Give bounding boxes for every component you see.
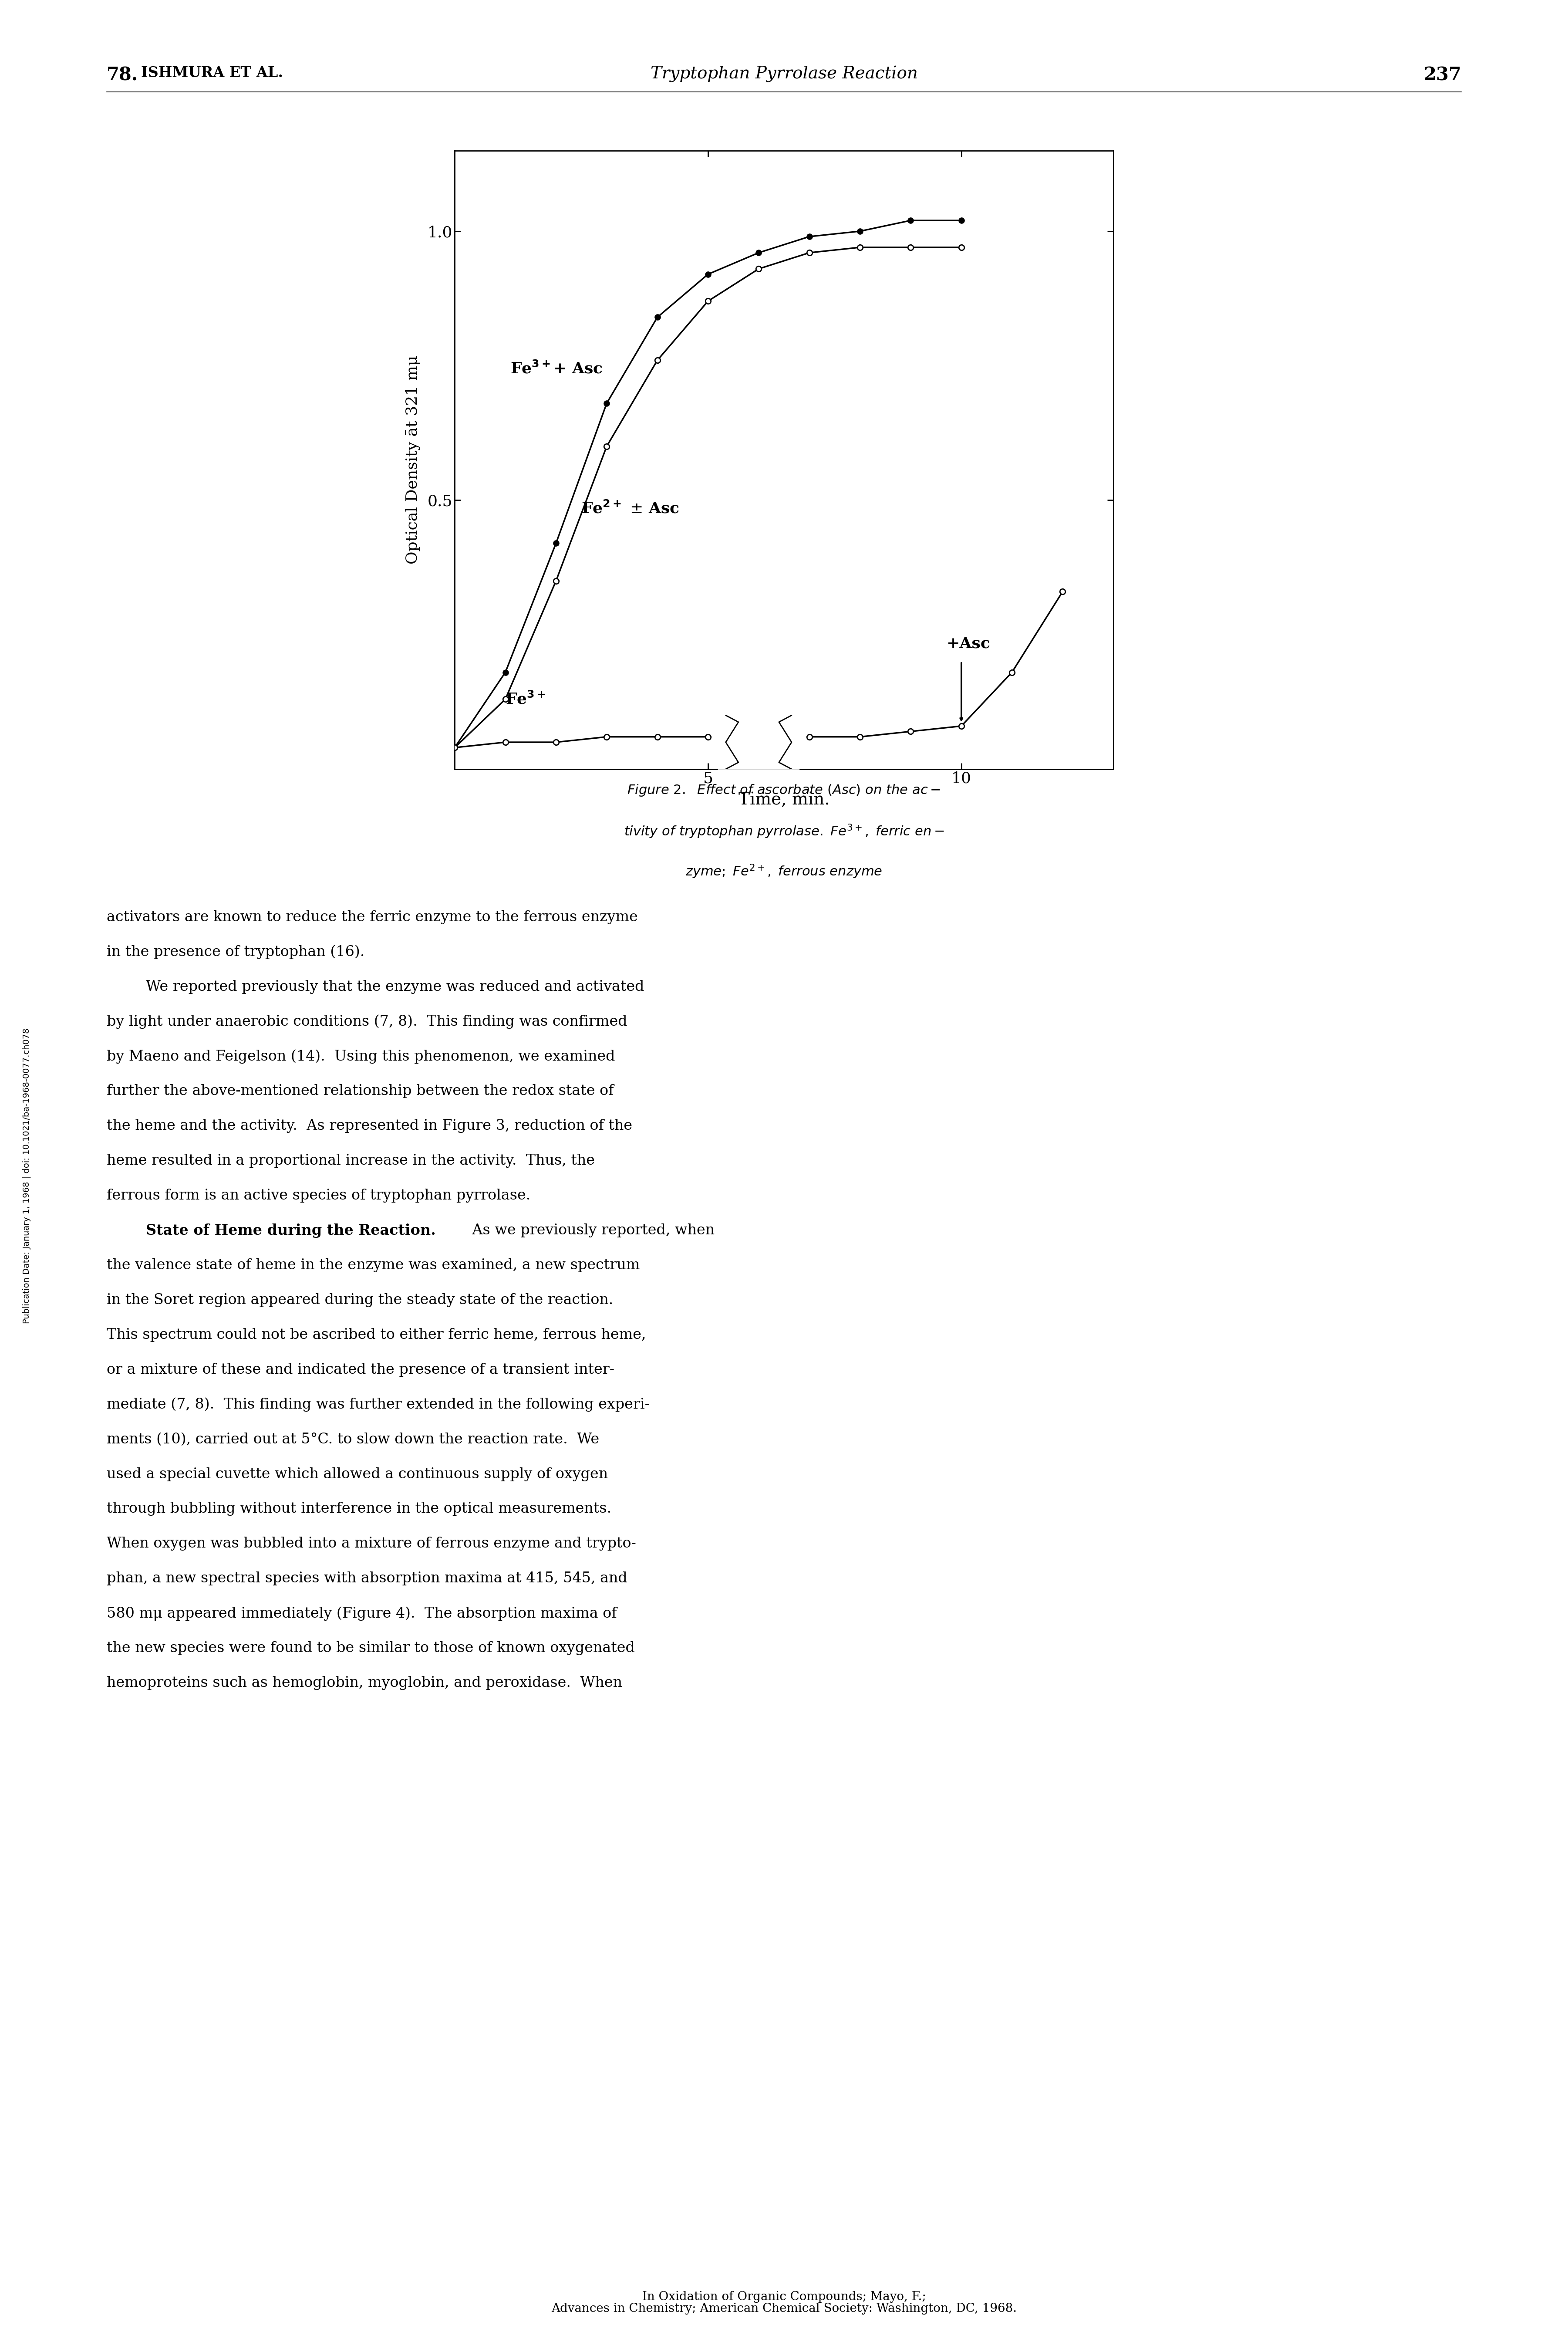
Text: ISHMURA ET AL.: ISHMURA ET AL. xyxy=(141,66,284,80)
Text: the heme and the activity.  As represented in Figure 3, reduction of the: the heme and the activity. As represente… xyxy=(107,1120,632,1134)
Text: or a mixture of these and indicated the presence of a transient inter-: or a mixture of these and indicated the … xyxy=(107,1362,615,1376)
Text: Fe$^{\mathbf{2+}}$ $\pm$ Asc: Fe$^{\mathbf{2+}}$ $\pm$ Asc xyxy=(582,501,679,517)
Text: This spectrum could not be ascribed to either ferric heme, ferrous heme,: This spectrum could not be ascribed to e… xyxy=(107,1329,646,1343)
Text: in the Soret region appeared during the steady state of the reaction.: in the Soret region appeared during the … xyxy=(107,1294,613,1308)
Text: the new species were found to be similar to those of known oxygenated: the new species were found to be similar… xyxy=(107,1642,635,1656)
Text: ments (10), carried out at 5°C. to slow down the reaction rate.  We: ments (10), carried out at 5°C. to slow … xyxy=(107,1432,599,1446)
Y-axis label: Optical Density āt 321 mμ: Optical Density āt 321 mμ xyxy=(405,355,420,564)
Text: $\it{tivity\ of\ tryptophan\ pyrrolase.\ Fe^{3+},\ ferric\ en-}$: $\it{tivity\ of\ tryptophan\ pyrrolase.\… xyxy=(624,823,944,840)
Text: through bubbling without interference in the optical measurements.: through bubbling without interference in… xyxy=(107,1503,612,1517)
Text: heme resulted in a proportional increase in the activity.  Thus, the: heme resulted in a proportional increase… xyxy=(107,1155,594,1169)
Text: State of Heme during the Reaction.: State of Heme during the Reaction. xyxy=(146,1223,436,1237)
Text: 580 mμ appeared immediately (Figure 4).  The absorption maxima of: 580 mμ appeared immediately (Figure 4). … xyxy=(107,1606,616,1621)
Text: activators are known to reduce the ferric enzyme to the ferrous enzyme: activators are known to reduce the ferri… xyxy=(107,910,638,924)
Text: We reported previously that the enzyme was reduced and activated: We reported previously that the enzyme w… xyxy=(146,981,644,995)
X-axis label: Time, min.: Time, min. xyxy=(739,793,829,809)
Text: mediate (7, 8).  This finding was further extended in the following experi-: mediate (7, 8). This finding was further… xyxy=(107,1397,649,1411)
Text: by light under anaerobic conditions (7, 8).  This finding was confirmed: by light under anaerobic conditions (7, … xyxy=(107,1014,627,1028)
Text: used a special cuvette which allowed a continuous supply of oxygen: used a special cuvette which allowed a c… xyxy=(107,1468,608,1482)
Text: Fe$^{\mathbf{3+}}$+ Asc: Fe$^{\mathbf{3+}}$+ Asc xyxy=(511,360,602,376)
Text: Advances in Chemistry; American Chemical Society: Washington, DC, 1968.: Advances in Chemistry; American Chemical… xyxy=(552,2303,1016,2314)
Text: further the above-mentioned relationship between the redox state of: further the above-mentioned relationship… xyxy=(107,1084,613,1098)
Text: Tryptophan Pyrrolase Reaction: Tryptophan Pyrrolase Reaction xyxy=(651,66,917,82)
Text: ferrous form is an active species of tryptophan pyrrolase.: ferrous form is an active species of try… xyxy=(107,1188,530,1202)
Text: In Oxidation of Organic Compounds; Mayo, F.;: In Oxidation of Organic Compounds; Mayo,… xyxy=(643,2291,925,2303)
Text: 78.: 78. xyxy=(107,66,138,85)
Text: $\it{Figure\ 2.}$$\it{\ \ Effect\ of\ ascorbate\ (Asc)\ on\ the\ ac-}$: $\it{Figure\ 2.}$$\it{\ \ Effect\ of\ as… xyxy=(627,783,941,797)
Text: +Asc: +Asc xyxy=(946,635,989,652)
Text: in the presence of tryptophan (16).: in the presence of tryptophan (16). xyxy=(107,946,365,960)
Text: by Maeno and Feigelson (14).  Using this phenomenon, we examined: by Maeno and Feigelson (14). Using this … xyxy=(107,1049,615,1063)
Text: When oxygen was bubbled into a mixture of ferrous enzyme and trypto-: When oxygen was bubbled into a mixture o… xyxy=(107,1536,637,1550)
Text: As we previously reported, when: As we previously reported, when xyxy=(463,1223,715,1237)
Text: hemoproteins such as hemoglobin, myoglobin, and peroxidase.  When: hemoproteins such as hemoglobin, myoglob… xyxy=(107,1677,622,1691)
Text: Publication Date: January 1, 1968 | doi: 10.1021/ba-1968-0077.ch078: Publication Date: January 1, 1968 | doi:… xyxy=(22,1028,31,1324)
Text: Fe$^{\mathbf{3+}}$: Fe$^{\mathbf{3+}}$ xyxy=(505,691,546,708)
Text: phan, a new spectral species with absorption maxima at 415, 545, and: phan, a new spectral species with absorp… xyxy=(107,1571,627,1585)
Text: 237: 237 xyxy=(1424,66,1461,85)
Text: $\it{zyme;\ Fe^{2+},\ ferrous\ enzyme}$: $\it{zyme;\ Fe^{2+},\ ferrous\ enzyme}$ xyxy=(685,863,883,880)
Text: the valence state of heme in the enzyme was examined, a new spectrum: the valence state of heme in the enzyme … xyxy=(107,1258,640,1272)
